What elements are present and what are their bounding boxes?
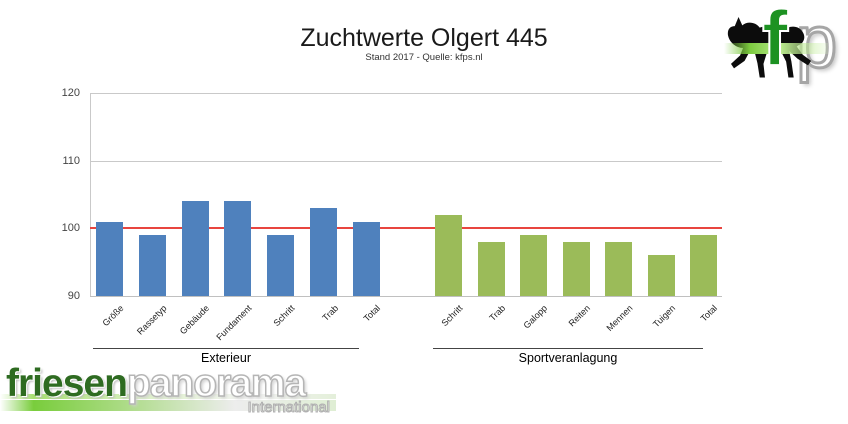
group-label-sportveranlagung: Sportveranlagung: [518, 351, 618, 365]
axis-group-line-exterieur: [93, 348, 359, 349]
gridline-120: [90, 93, 722, 94]
bar-sportveranlagung-schritt: [435, 215, 462, 296]
x-axis-label: Trab: [319, 303, 340, 323]
bar-exterieur-total: [352, 222, 380, 296]
wordmark: friesenpanorama: [6, 361, 307, 406]
bar-sportveranlagung-trab: [477, 242, 505, 296]
reference-line-100: [90, 227, 722, 229]
wordmark-stripe-top: [0, 394, 336, 399]
x-axis-label: Mennen: [604, 303, 635, 334]
logo-green-band: [724, 43, 828, 54]
bar-exterieur-schritt: [267, 235, 295, 296]
bar-exterieur-gebäude: [181, 201, 209, 296]
x-axis-label: Reiten: [566, 303, 593, 329]
x-axis-label: Tuigen: [650, 303, 678, 330]
bar-exterieur-fundament: [224, 201, 252, 296]
bar-exterieur-größe: [96, 222, 123, 296]
x-axis-label: Schritt: [271, 303, 297, 329]
axis-group-line-sportveranlagung: [433, 348, 703, 349]
y-axis-tick-label: 120: [61, 87, 80, 99]
bar-sportveranlagung-tuigen: [647, 255, 675, 296]
y-axis-tick-label: 110: [62, 155, 80, 167]
group-label-exterieur: Exterieur: [200, 351, 252, 365]
y-axis-tick-label: 90: [67, 290, 80, 302]
bar-sportveranlagung-galopp: [520, 235, 547, 296]
x-axis-label: Galopp: [521, 303, 550, 331]
bar-group-exterieur: [96, 93, 380, 296]
wordmark-stripe: [0, 400, 336, 411]
bar-exterieur-trab: [310, 208, 338, 296]
x-axis-label: Fundament: [214, 303, 255, 343]
chart-title: Zuchtwerte Olgert 445: [300, 24, 548, 52]
wordmark-friesen: friesen: [6, 362, 128, 405]
x-axis-label: Größe: [100, 303, 126, 329]
bar-sportveranlagung-mennen: [605, 242, 632, 296]
wordmark-panorama: panorama: [126, 361, 307, 406]
bar-sportveranlagung-total: [690, 235, 717, 296]
wordmark-international: International: [247, 399, 331, 417]
x-axis-label: Rassetyp: [134, 303, 169, 337]
y-axis-tick-label: 100: [61, 222, 80, 234]
bar-group-sportveranlagung: [435, 93, 717, 296]
logo-letter-f: f: [761, 0, 789, 82]
x-axis-label: Total: [699, 303, 720, 324]
chart-subtitle: Stand 2017 - Quelle: kfps.nl: [365, 52, 483, 63]
y-axis-line: [90, 93, 91, 296]
x-axis-label: Trab: [487, 303, 508, 323]
gridline-110: [90, 161, 722, 162]
x-axis-label: Total: [362, 303, 383, 324]
x-axis-label: Gebäude: [177, 303, 212, 337]
friesenpanorama-logo: f p: [716, 0, 844, 90]
bar-sportveranlagung-reiten: [562, 242, 590, 296]
x-axis-label: Schritt: [439, 303, 465, 329]
bar-exterieur-rassetyp: [138, 235, 166, 296]
gridline-90: [90, 296, 722, 297]
